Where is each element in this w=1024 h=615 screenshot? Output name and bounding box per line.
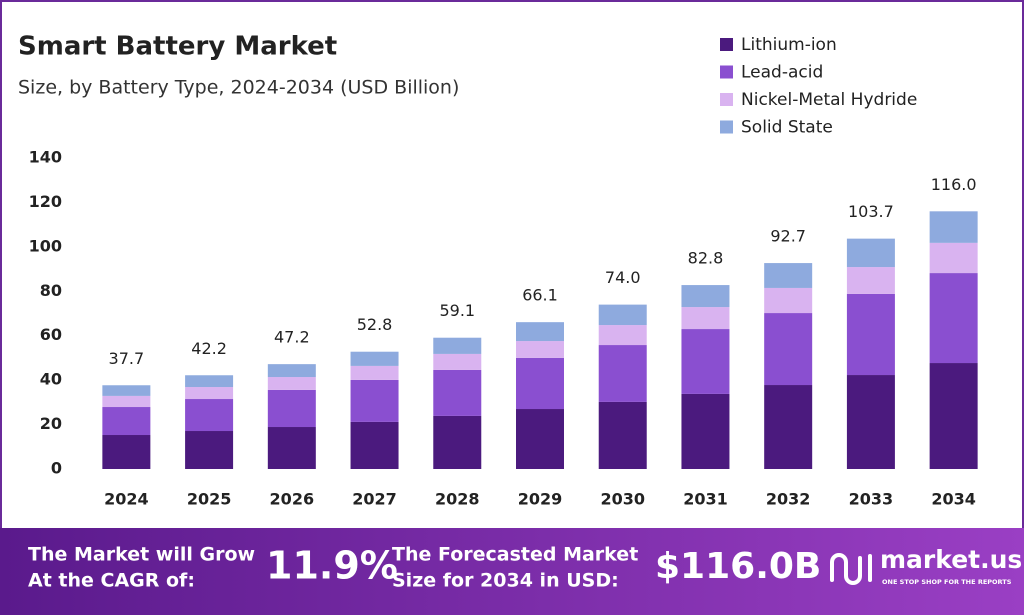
forecast-value: $116.0B bbox=[655, 546, 821, 587]
bar-segment bbox=[516, 357, 564, 410]
footer-text: Size for 2034 in USD: bbox=[392, 570, 619, 592]
bar-segment bbox=[433, 369, 482, 416]
bar-segment bbox=[267, 389, 316, 428]
chart-title: Smart Battery Market bbox=[18, 32, 337, 62]
bar-segment bbox=[267, 427, 316, 469]
bar-segment bbox=[516, 322, 564, 342]
bar-segment bbox=[598, 304, 647, 326]
y-tick-label: 20 bbox=[40, 414, 62, 433]
bar-segment bbox=[764, 385, 813, 469]
x-tick-label: 2025 bbox=[187, 490, 232, 509]
legend-label: Nickel-Metal Hydride bbox=[741, 90, 917, 110]
bar-segment bbox=[846, 267, 895, 294]
tagline: ONE STOP SHOP FOR THE REPORTS bbox=[882, 578, 1012, 586]
x-tick-label: 2029 bbox=[518, 490, 563, 509]
footer-band bbox=[0, 528, 1024, 615]
brand: market.us bbox=[880, 545, 1022, 574]
y-tick-label: 140 bbox=[29, 148, 62, 167]
bar-segment bbox=[102, 435, 151, 469]
x-tick-label: 2032 bbox=[766, 490, 811, 509]
bar-segment bbox=[267, 364, 316, 378]
total-label: 92.7 bbox=[770, 227, 806, 246]
total-label: 52.8 bbox=[357, 315, 393, 334]
legend-swatch bbox=[720, 38, 733, 51]
legend-label: Lithium-ion bbox=[741, 35, 837, 55]
bar-segment bbox=[681, 285, 730, 308]
bar-segment bbox=[102, 407, 151, 436]
total-label: 82.8 bbox=[688, 249, 724, 268]
x-tick-label: 2033 bbox=[849, 490, 894, 509]
bar-segment bbox=[929, 211, 978, 243]
bar-segment bbox=[350, 351, 399, 366]
y-tick-label: 80 bbox=[40, 281, 62, 300]
bar-segment bbox=[267, 377, 316, 390]
legend-label: Solid State bbox=[741, 118, 833, 138]
x-tick-label: 2027 bbox=[352, 490, 397, 509]
x-tick-label: 2026 bbox=[270, 490, 315, 509]
total-label: 37.7 bbox=[109, 349, 145, 368]
x-tick-label: 2031 bbox=[683, 490, 728, 509]
x-tick-label: 2024 bbox=[104, 490, 149, 509]
chart-subtitle: Size, by Battery Type, 2024-2034 (USD Bi… bbox=[18, 77, 459, 99]
bar-segment bbox=[846, 375, 895, 469]
x-tick-label: 2028 bbox=[435, 490, 480, 509]
legend-swatch bbox=[720, 65, 733, 79]
footer-text: The Market will Grow bbox=[28, 544, 255, 566]
y-tick-label: 0 bbox=[51, 459, 62, 478]
footer-text: The Forecasted Market bbox=[392, 544, 638, 566]
total-label: 103.7 bbox=[848, 202, 894, 221]
x-tick-label: 2034 bbox=[931, 490, 976, 509]
bar-segment bbox=[764, 313, 813, 386]
bar-segment bbox=[185, 399, 234, 432]
total-label: 59.1 bbox=[439, 301, 475, 320]
bar-segment bbox=[185, 387, 234, 400]
total-label: 66.1 bbox=[522, 286, 558, 305]
y-tick-label: 100 bbox=[29, 236, 62, 255]
legend-swatch bbox=[720, 120, 733, 134]
bar-segment bbox=[102, 395, 151, 408]
bar-segment bbox=[929, 363, 978, 469]
bar-segment bbox=[433, 415, 482, 469]
y-tick-label: 40 bbox=[40, 370, 62, 389]
bar-segment bbox=[350, 379, 399, 422]
bar-segment bbox=[516, 409, 564, 469]
legend-label: Lead-acid bbox=[741, 63, 823, 83]
bar-segment bbox=[846, 293, 895, 376]
bar-segment bbox=[929, 242, 978, 274]
bar-segment bbox=[681, 307, 730, 330]
x-tick-label: 2030 bbox=[600, 490, 645, 509]
bar-segment bbox=[681, 393, 730, 469]
bar-segment bbox=[185, 431, 234, 469]
bar-segment bbox=[598, 345, 647, 402]
bar-segment bbox=[350, 421, 399, 469]
bar-segment bbox=[433, 353, 482, 370]
total-label: 47.2 bbox=[274, 328, 310, 347]
bar-segment bbox=[185, 375, 234, 388]
footer-text: At the CAGR of: bbox=[28, 570, 195, 592]
bar-segment bbox=[681, 329, 730, 394]
bar-segment bbox=[350, 365, 399, 380]
bar-segment bbox=[598, 325, 647, 346]
bar-segment bbox=[433, 337, 482, 354]
y-tick-label: 120 bbox=[29, 192, 62, 211]
total-label: 74.0 bbox=[605, 268, 641, 287]
bar-segment bbox=[929, 273, 978, 364]
bar-segment bbox=[846, 238, 895, 268]
bar-segment bbox=[102, 385, 151, 396]
logo-icon bbox=[830, 553, 872, 585]
bar-segment bbox=[764, 287, 813, 314]
y-tick-label: 60 bbox=[40, 325, 62, 344]
cagr-value: 11.9% bbox=[266, 544, 398, 588]
legend-swatch bbox=[720, 93, 733, 106]
bar-segment bbox=[516, 341, 564, 358]
bar-segment bbox=[598, 401, 647, 469]
bar-segment bbox=[764, 263, 813, 288]
total-label: 42.2 bbox=[191, 339, 227, 358]
total-label: 116.0 bbox=[931, 175, 977, 194]
